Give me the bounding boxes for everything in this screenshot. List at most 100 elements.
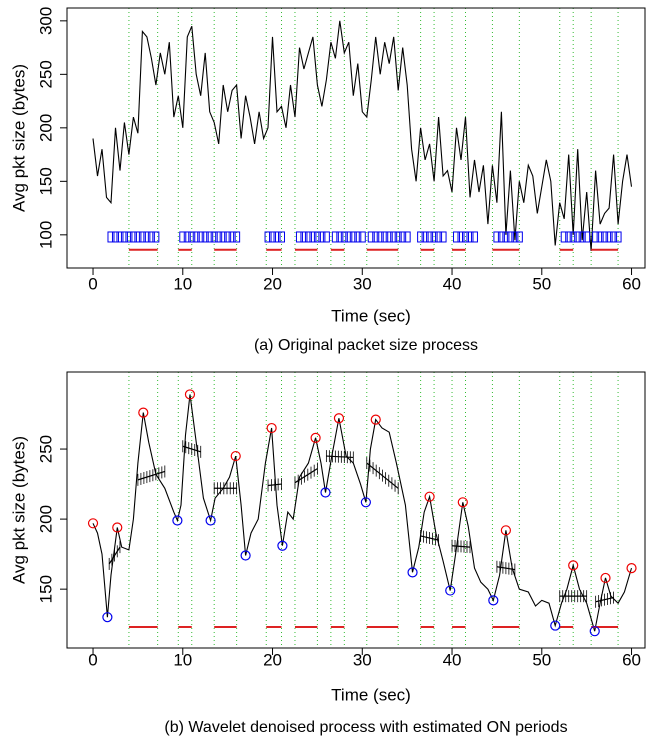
- level-estimate: [496, 560, 516, 576]
- peak-marker: [424, 491, 435, 502]
- on-marker: [426, 231, 434, 243]
- on-marker: [295, 231, 303, 243]
- data-line: [92, 20, 633, 251]
- on-marker: [183, 231, 191, 243]
- x-tick-label: 60: [622, 650, 641, 669]
- level-estimate: [325, 450, 354, 464]
- on-marker: [129, 231, 137, 243]
- peak-marker: [333, 413, 345, 424]
- level-estimate: [595, 591, 614, 608]
- peak-marker: [500, 525, 511, 536]
- peak-marker: [230, 450, 241, 462]
- on-marker: [201, 231, 209, 243]
- on-marker: [264, 231, 272, 243]
- level-estimate: [559, 590, 588, 603]
- y-tick-label: 150: [36, 167, 55, 195]
- on-marker: [466, 231, 474, 243]
- on-marker: [313, 231, 321, 243]
- on-marker: [349, 231, 357, 243]
- x-tick-label: 30: [353, 274, 372, 293]
- on-marker: [381, 231, 389, 243]
- on-marker: [614, 231, 622, 243]
- on-marker: [197, 231, 205, 243]
- x-tick-label: 0: [88, 650, 97, 669]
- on-marker: [210, 231, 218, 243]
- on-marker: [511, 231, 519, 243]
- x-tick-label: 30: [353, 650, 372, 669]
- on-marker: [206, 231, 214, 243]
- peak-marker: [310, 432, 321, 443]
- on-marker: [215, 231, 223, 243]
- on-marker: [430, 231, 438, 243]
- level-estimate: [137, 465, 166, 486]
- on-marker: [574, 231, 582, 243]
- on-marker: [224, 231, 232, 243]
- on-marker: [354, 231, 362, 243]
- y-tick-label: 100: [36, 221, 55, 249]
- on-marker: [435, 231, 443, 243]
- trough-marker: [550, 620, 561, 631]
- trough-marker: [320, 487, 331, 498]
- caption: (a) Original packet size process: [254, 337, 478, 354]
- peak-marker: [568, 560, 579, 571]
- plot-frame: [66, 371, 646, 649]
- on-marker: [417, 231, 425, 243]
- on-marker: [403, 231, 411, 243]
- on-marker: [592, 231, 600, 243]
- x-tick-label: 40: [443, 274, 462, 293]
- on-marker: [278, 231, 286, 243]
- on-marker: [457, 231, 465, 243]
- on-marker: [578, 231, 586, 243]
- on-marker: [188, 231, 196, 243]
- on-marker: [394, 231, 402, 243]
- y-tick-label: 250: [36, 435, 55, 463]
- on-marker: [376, 231, 384, 243]
- on-marker: [147, 231, 155, 243]
- on-marker: [318, 231, 326, 243]
- on-marker: [506, 231, 514, 243]
- on-marker: [461, 231, 469, 243]
- caption: (b) Wavelet denoised process with estima…: [164, 719, 567, 736]
- on-marker: [120, 231, 128, 243]
- y-axis-label: Avg pkt size (bytes): [9, 64, 28, 212]
- peak-marker: [370, 414, 381, 425]
- trough-marker: [407, 567, 418, 578]
- on-marker: [345, 231, 353, 243]
- on-marker: [336, 231, 344, 243]
- on-marker: [560, 231, 568, 243]
- level-estimate: [451, 539, 471, 554]
- on-marker: [233, 231, 241, 243]
- level-part: [294, 468, 318, 484]
- level-part: [137, 470, 166, 481]
- level-estimate: [108, 541, 121, 570]
- on-marker: [439, 231, 447, 243]
- plot-frame: [66, 7, 646, 269]
- level-estimate: [294, 462, 318, 489]
- peak-marker: [457, 497, 468, 508]
- x-axis-label: Time (sec): [331, 685, 411, 704]
- trough-marker: [277, 540, 288, 551]
- y-tick-label: 150: [36, 575, 55, 603]
- on-marker: [470, 231, 478, 243]
- on-marker: [421, 231, 429, 243]
- y-tick-label: 200: [36, 505, 55, 533]
- on-marker: [390, 231, 398, 243]
- y-axis-label: Avg pkt size (bytes): [9, 436, 28, 584]
- on-marker: [192, 231, 200, 243]
- on-marker: [138, 231, 146, 243]
- on-marker: [493, 231, 501, 243]
- level-estimate: [182, 440, 202, 458]
- on-marker: [569, 231, 577, 243]
- level-estimate: [267, 478, 282, 492]
- on-marker: [453, 231, 461, 243]
- on-marker: [273, 231, 281, 243]
- on-marker: [515, 231, 523, 243]
- x-tick-label: 40: [443, 650, 462, 669]
- on-marker: [107, 231, 115, 243]
- peak-marker: [87, 518, 99, 529]
- x-tick-label: 20: [263, 650, 282, 669]
- on-marker: [304, 231, 312, 243]
- peak-marker: [600, 572, 611, 584]
- x-axis-label: Time (sec): [331, 306, 411, 325]
